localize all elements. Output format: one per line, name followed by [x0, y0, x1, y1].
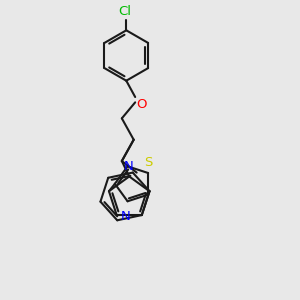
Text: S: S	[144, 156, 152, 169]
Text: Cl: Cl	[118, 5, 131, 18]
Text: N: N	[124, 160, 134, 173]
Text: N: N	[120, 210, 130, 223]
Text: O: O	[137, 98, 147, 112]
